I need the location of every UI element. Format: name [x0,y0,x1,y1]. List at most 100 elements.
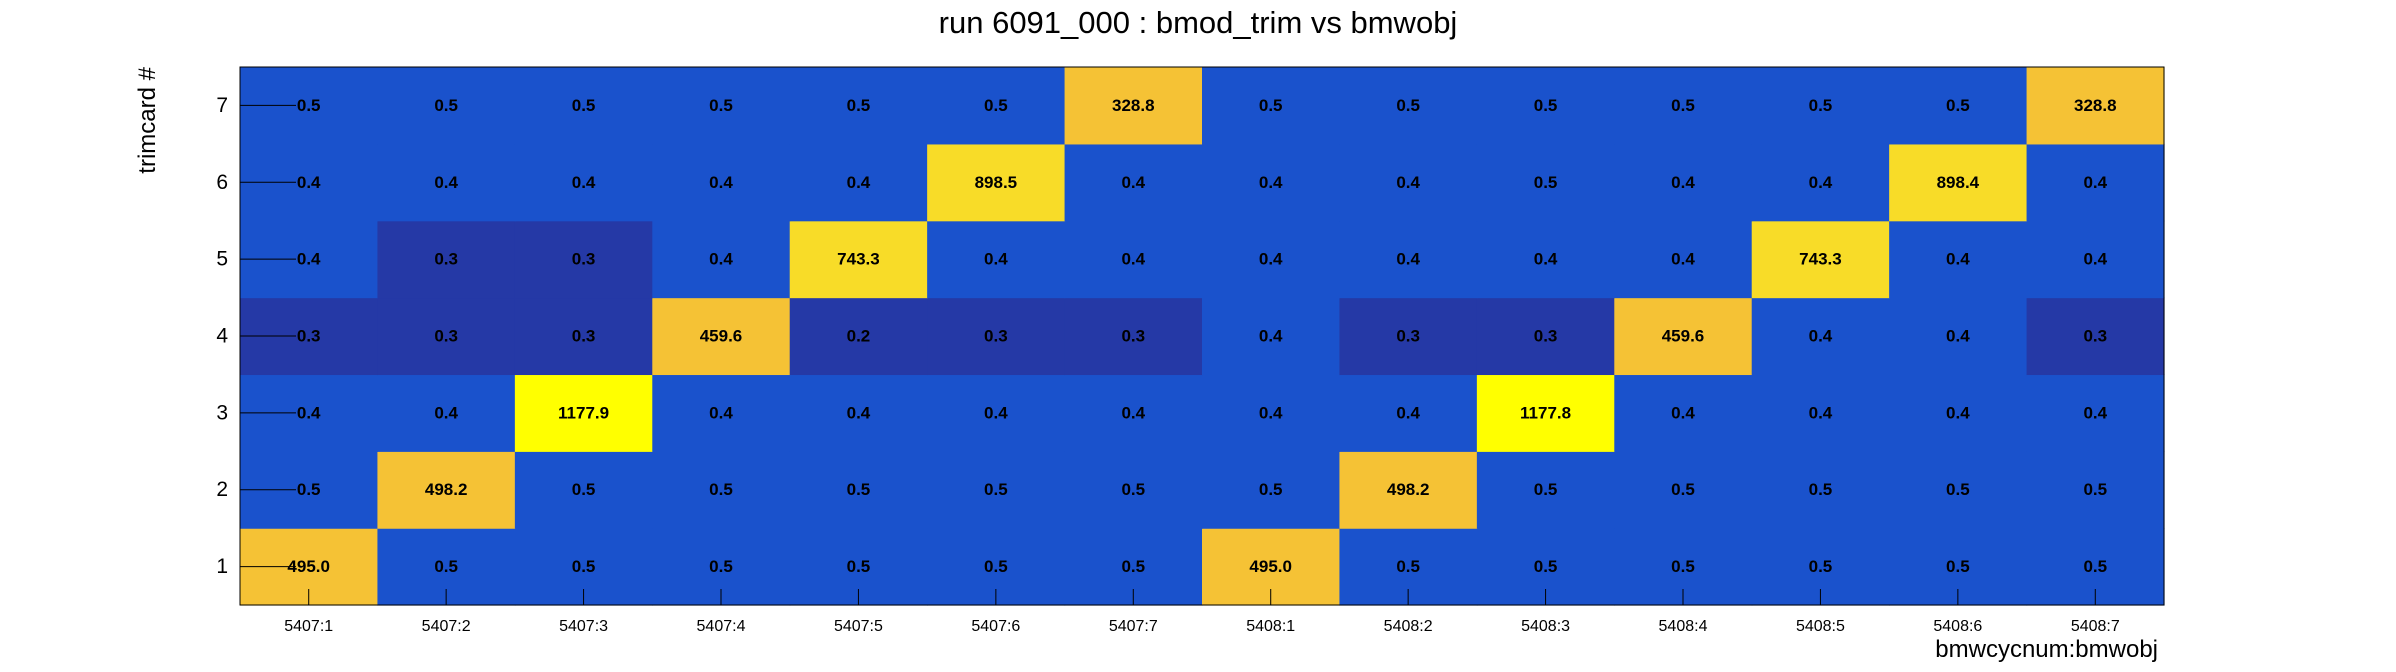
heatmap-cell [377,297,516,376]
cell-value-label: 0.4 [1809,327,1833,346]
x-tick-label: 5407:7 [1109,618,1158,635]
heatmap-cell [1889,67,2028,145]
heatmap-cell [789,143,928,222]
cell-value-label: 0.4 [1259,403,1283,422]
heatmap-cell [789,374,928,452]
heatmap-cell [1751,451,1890,529]
cell-value-label: 0.5 [847,557,871,576]
cell-value-label: 0.5 [709,557,733,576]
cell-value-label: 0.2 [847,327,871,346]
heatmap-cell [1064,451,1203,529]
cell-value-label: 0.4 [1396,250,1420,269]
x-tick-label: 5407:5 [834,618,883,635]
heatmap-cell [927,374,1066,452]
cell-value-label: 0.3 [434,327,458,346]
x-tick-label: 5408:7 [2071,618,2120,635]
heatmap-cell [1751,220,1890,299]
cell-value-label: 459.6 [1662,327,1705,346]
cell-value-label: 0.5 [709,96,733,115]
heatmap-cell [1202,67,1341,145]
cell-value-label: 0.5 [572,480,596,499]
x-tick-label: 5407:2 [422,618,471,635]
cell-value-label: 328.8 [2074,96,2117,115]
cell-value-label: 0.4 [1671,250,1695,269]
heatmap-cell [1889,374,2028,452]
cell-value-label: 0.5 [1946,480,1970,499]
cell-value-label: 0.3 [984,327,1008,346]
cell-value-label: 0.4 [2083,173,2107,192]
heatmap-cell [652,143,791,222]
x-tick-label: 5408:2 [1384,618,1433,635]
heatmap-cell [1339,451,1478,529]
cell-value-label: 898.5 [975,173,1018,192]
heatmap-cell [1202,143,1341,222]
cell-value-label: 0.3 [297,327,321,346]
cell-value-label: 0.5 [709,480,733,499]
heatmap-cell [2026,451,2165,529]
y-tick-label: 4 [216,325,228,348]
heatmap-cell [2026,143,2165,222]
heatmap-cell [2026,220,2165,299]
heatmap-cell [1476,297,1615,376]
heatmap-cell [377,143,516,222]
x-tick-label: 5408:4 [1659,618,1708,635]
cell-value-label: 328.8 [1112,96,1155,115]
heatmap-cell [789,297,928,376]
heatmap-cell [1202,220,1341,299]
cell-value-label: 0.5 [1259,480,1283,499]
heatmap-cell [1476,67,1615,145]
x-axis-label: bmwcycnum:bmwobj [1935,636,2158,663]
heatmap-cell [1476,451,1615,529]
x-tick-label: 5407:1 [284,618,333,635]
heatmap-cell [514,143,653,222]
cell-value-label: 0.4 [709,250,733,269]
x-tick-label: 5408:1 [1246,618,1295,635]
cell-value-label: 0.4 [709,403,733,422]
heatmap-cell [652,67,791,145]
cell-value-label: 0.5 [984,557,1008,576]
heatmap-cell [2026,67,2165,145]
cell-value-label: 1177.9 [558,403,609,422]
cell-value-label: 0.5 [984,96,1008,115]
cell-value-label: 0.5 [1946,557,1970,576]
heatmap-cell [514,220,653,299]
cells-layer: 495.0 0.5 0.5 0.5 0.5 0.5 0.5 495.0 0.5 0.5 0.5 0.5… [240,67,2165,606]
cell-value-label: 0.4 [297,250,321,269]
cell-value-label: 0.5 [1809,96,1833,115]
cell-value-label: 0.5 [2083,480,2107,499]
heatmap-cell [377,67,516,145]
cell-value-label: 0.3 [2083,327,2107,346]
cell-value-label: 0.3 [572,250,596,269]
cell-value-label: 0.5 [572,557,596,576]
cell-value-label: 0.5 [2083,557,2107,576]
y-tick-label: 2 [216,478,228,501]
cell-value-label: 0.5 [984,480,1008,499]
heatmap-cell [1202,374,1341,452]
x-tick-label: 5407:3 [559,618,608,635]
heatmap-cell [652,374,791,452]
heatmap-cell [1202,451,1341,529]
heatmap-cell [514,67,653,145]
y-axis: 1 2 3 4 5 6 7 [216,94,296,578]
cell-value-label: 0.5 [1809,480,1833,499]
heatmap-cell [1064,143,1203,222]
cell-value-label: 0.4 [1259,327,1283,346]
cell-value-label: 0.4 [1809,173,1833,192]
cell-value-label: 0.5 [847,480,871,499]
y-tick-label: 1 [216,555,228,578]
heatmap-cell [1751,67,1890,145]
heatmap-cell [789,220,928,299]
cell-value-label: 0.5 [1809,557,1833,576]
heatmap-cell [514,451,653,529]
cell-value-label: 0.4 [1671,403,1695,422]
cell-value-label: 0.4 [1946,403,1970,422]
cell-value-label: 0.4 [1946,250,1970,269]
cell-value-label: 0.5 [1121,480,1145,499]
heatmap-cell [1614,374,1753,452]
cell-value-label: 0.4 [1121,250,1145,269]
cell-value-label: 0.4 [1671,173,1695,192]
cell-value-label: 0.3 [572,327,596,346]
cell-value-label: 0.5 [434,557,458,576]
heatmap-cell [1614,67,1753,145]
cell-value-label: 498.2 [425,480,468,499]
